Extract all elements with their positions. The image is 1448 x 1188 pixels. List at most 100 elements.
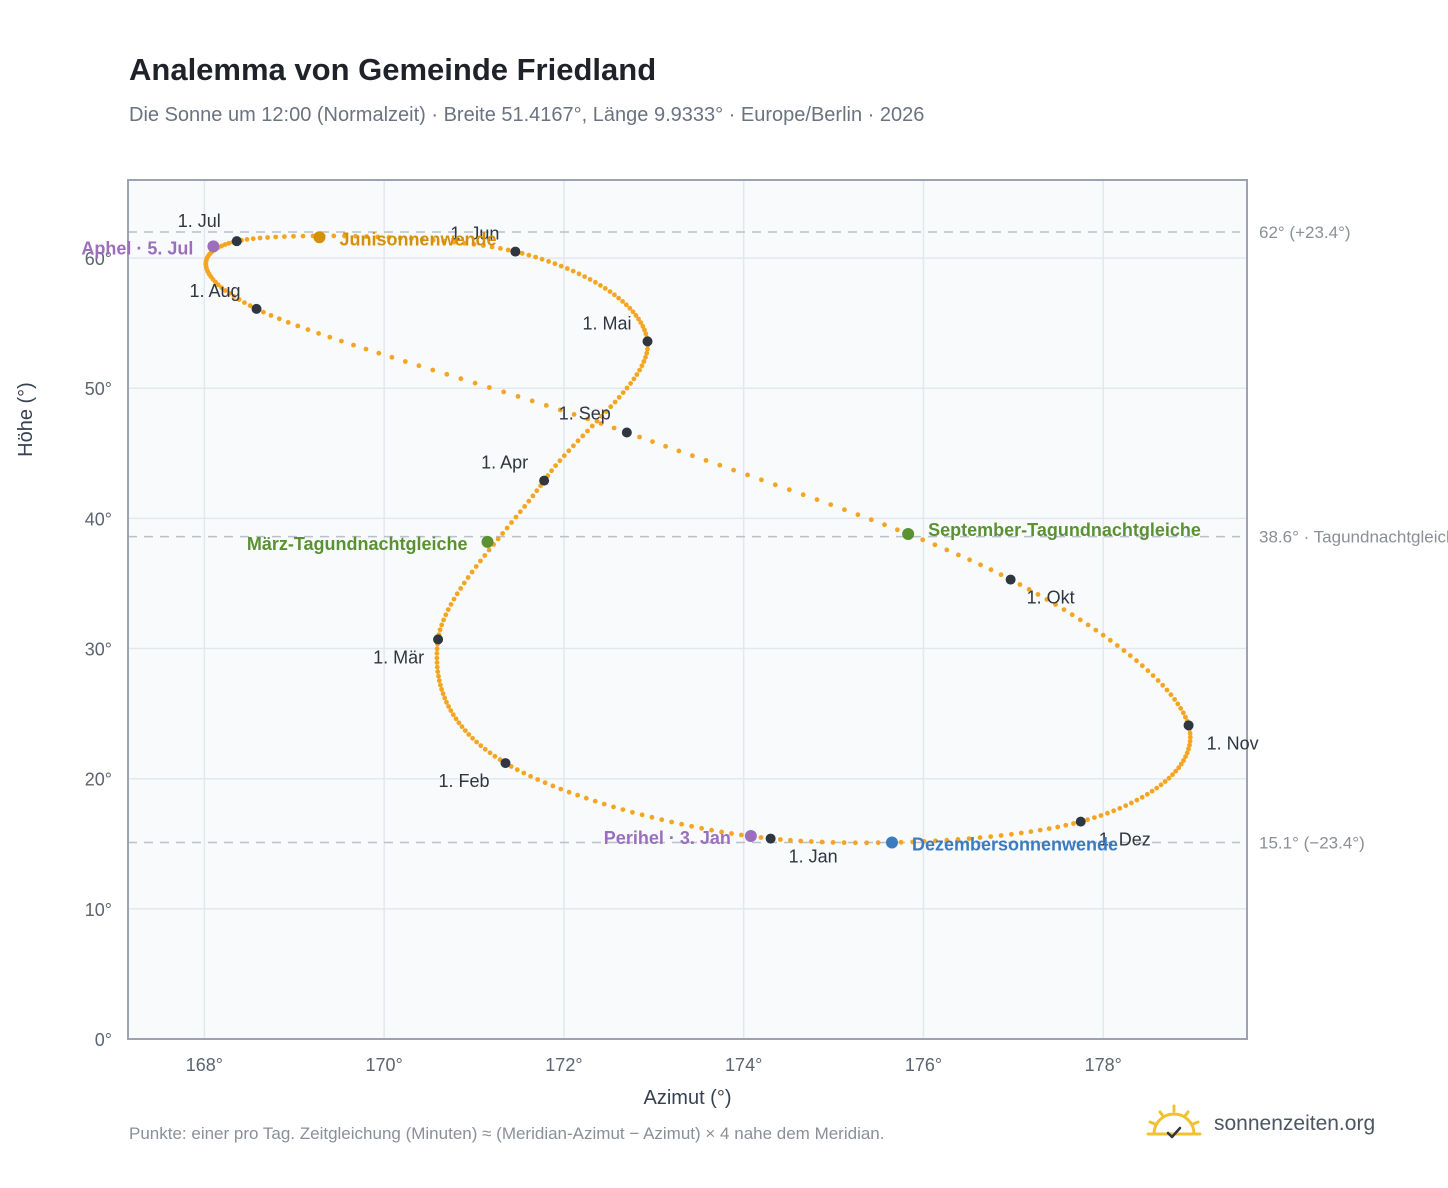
daily-point (868, 517, 874, 523)
daily-point (509, 520, 514, 525)
month-label: 1. Okt (1027, 588, 1075, 608)
month-label: 1. Feb (438, 771, 489, 791)
month-marker (1005, 574, 1016, 585)
daily-point (944, 547, 950, 553)
daily-point (814, 497, 820, 502)
daily-point (1009, 831, 1014, 837)
daily-point (471, 241, 477, 247)
month-label: 1. Sep (559, 403, 611, 423)
daily-point (436, 673, 441, 679)
daily-point (582, 274, 587, 279)
daily-point (570, 268, 576, 274)
daily-point (1114, 643, 1120, 648)
daily-point (444, 371, 450, 377)
month-marker (500, 758, 511, 769)
daily-point (342, 233, 347, 239)
daily-point (227, 291, 232, 296)
daily-point (966, 836, 972, 841)
daily-point (351, 342, 356, 348)
daily-point (473, 564, 479, 569)
daily-point (434, 655, 440, 661)
month-label: 1. Dez (1099, 830, 1151, 850)
daily-point (539, 256, 545, 262)
daily-point (1175, 701, 1181, 707)
daily-point (458, 586, 464, 591)
daily-point (1018, 830, 1024, 836)
daily-point (988, 834, 994, 839)
daily-point (1044, 597, 1050, 602)
daily-point (487, 750, 493, 756)
daily-point (1139, 663, 1145, 669)
daily-point (745, 472, 750, 478)
event-marker (902, 528, 915, 541)
daily-point (375, 234, 381, 240)
daily-point (434, 664, 440, 670)
daily-point (1139, 794, 1145, 800)
daily-point (416, 363, 422, 369)
reference-label: 38.6° · Tagundnachtgleiche (1259, 528, 1448, 547)
event-marker (885, 836, 898, 849)
y-tick-label: 20° (85, 770, 112, 790)
daily-point (875, 840, 881, 846)
daily-point (276, 316, 282, 322)
daily-point (465, 575, 471, 580)
daily-point (669, 819, 674, 825)
daily-point (1170, 772, 1175, 778)
daily-point (542, 780, 548, 786)
daily-point (679, 821, 684, 827)
daily-point (495, 536, 501, 542)
daily-point (448, 602, 454, 607)
month-marker (231, 236, 242, 247)
daily-point (450, 712, 456, 718)
month-label: 1. Jul (178, 211, 221, 231)
month-label: 1. Apr (481, 453, 528, 473)
daily-point (443, 612, 449, 618)
month-label: 1. Mär (373, 647, 424, 667)
daily-point (1183, 754, 1188, 759)
daily-point (1107, 637, 1113, 643)
daily-point (620, 299, 625, 304)
brand-link[interactable]: sonnenzeiten.org (1146, 1100, 1375, 1148)
daily-point (772, 482, 778, 488)
daily-point (1178, 706, 1184, 711)
daily-point (305, 327, 311, 332)
event-marker (744, 829, 757, 842)
month-label: 1. Aug (189, 281, 240, 301)
daily-point (1127, 653, 1133, 658)
daily-point (624, 385, 630, 391)
daily-point (439, 687, 444, 692)
x-tick-label: 168° (186, 1055, 223, 1075)
daily-point (480, 243, 486, 249)
daily-point (514, 767, 520, 773)
daily-point (282, 234, 287, 240)
daily-point (1164, 687, 1170, 693)
daily-point (944, 837, 950, 843)
daily-point (1098, 813, 1104, 818)
daily-point (534, 488, 540, 494)
y-tick-label: 40° (85, 509, 112, 529)
daily-point (1176, 765, 1182, 771)
daily-point (300, 233, 306, 239)
daily-point (451, 239, 457, 245)
daily-point (663, 443, 668, 449)
daily-point (644, 350, 650, 356)
daily-point (699, 825, 704, 831)
daily-point (608, 404, 614, 410)
daily-point (853, 840, 858, 846)
daily-point (628, 381, 633, 386)
daily-point (486, 547, 492, 553)
daily-point (1061, 607, 1067, 612)
daily-point (638, 320, 644, 325)
daily-point (441, 238, 447, 244)
daily-point (977, 835, 983, 840)
daily-point (571, 443, 576, 449)
daily-point (376, 350, 382, 356)
x-tick-label: 172° (545, 1055, 582, 1075)
daily-point (1162, 779, 1168, 784)
daily-point (453, 716, 459, 722)
daily-point (571, 412, 577, 417)
daily-point (1144, 791, 1150, 797)
daily-point (649, 814, 655, 820)
daily-point (575, 792, 580, 798)
daily-point (469, 569, 475, 575)
